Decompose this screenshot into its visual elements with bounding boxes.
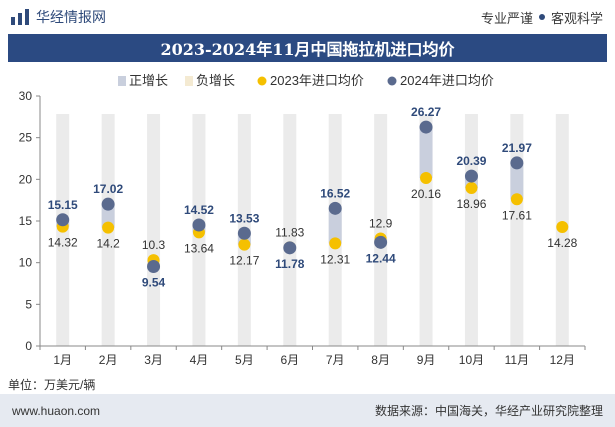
x-tick-label: 5月	[235, 353, 254, 367]
data-label-2023: 10.3	[142, 238, 166, 252]
legend-swatch-positive	[118, 76, 126, 86]
data-label-2023: 14.2	[96, 237, 120, 251]
data-label-2023: 17.61	[502, 208, 532, 222]
legend-marker-2024	[387, 76, 397, 86]
background-column	[147, 114, 161, 346]
data-label-2023: 12.17	[229, 254, 259, 268]
growth-bar-positive	[101, 204, 115, 228]
brand-name: 华经情报网	[36, 9, 106, 25]
legend-label-2024: 2024年进口均价	[400, 73, 494, 88]
data-label-2024: 20.39	[456, 154, 486, 168]
x-tick-label: 7月	[326, 353, 345, 367]
dot-icon	[538, 14, 545, 20]
y-tick-label: 5	[25, 297, 32, 311]
y-tick-label: 0	[25, 339, 32, 353]
point-2023	[465, 182, 478, 194]
data-label-2024: 16.52	[320, 186, 350, 200]
x-tick-label: 10月	[459, 353, 484, 367]
point-2024	[328, 201, 342, 215]
data-label-2024: 15.15	[48, 198, 78, 212]
footer-bar: www.huaon.com 数据来源：中国海关，华经产业研究院整理	[0, 394, 615, 427]
y-tick-label: 30	[19, 89, 33, 103]
y-tick-label: 25	[19, 131, 33, 145]
legend-label-negative: 负增长	[196, 73, 235, 88]
tagline-2: 客观科学	[550, 10, 603, 26]
point-2024	[374, 235, 388, 249]
x-tick-label: 12月	[550, 353, 575, 367]
chart-title-bar: 2023-2024年11月中国拖拉机进口均价	[8, 34, 607, 62]
legend-label-2023: 2023年进口均价	[270, 73, 364, 88]
unit-label: 单位：万美元/辆	[8, 378, 96, 392]
x-tick-label: 9月	[417, 353, 436, 367]
data-label-2023: 14.32	[48, 236, 78, 250]
point-2024	[419, 120, 433, 134]
data-label-2023: 18.96	[456, 197, 486, 211]
point-2024	[101, 197, 115, 211]
data-label-2024: 17.02	[93, 182, 123, 196]
data-label-2023: 14.28	[547, 236, 577, 250]
y-tick-label: 10	[19, 256, 33, 270]
growth-bar-positive	[419, 127, 433, 178]
y-tick-label: 15	[19, 214, 33, 228]
point-2024	[510, 156, 524, 170]
legend-label-positive: 正增长	[129, 73, 168, 88]
chart-title: 2023-2024年11月中国拖拉机进口均价	[160, 40, 455, 59]
background-column	[283, 114, 297, 346]
data-label-2023: 11.83	[275, 225, 304, 239]
data-label-2023: 12.9	[369, 217, 393, 231]
x-tick-label: 8月	[371, 353, 390, 367]
y-tick-label: 20	[19, 172, 33, 186]
data-label-2024: 26.27	[411, 105, 441, 119]
tagline-1: 专业严谨	[480, 10, 533, 26]
data-label-2024: 21.97	[502, 141, 532, 155]
point-2023	[238, 238, 251, 251]
data-label-2023: 12.31	[320, 252, 350, 266]
data-label-2023: 20.16	[411, 187, 441, 201]
point-2023	[420, 172, 433, 184]
tagline: 专业严谨 客观科学	[481, 8, 603, 27]
legend-swatch-negative	[185, 76, 193, 86]
x-tick-label: 11月	[505, 353, 529, 367]
brand: 华经情报网	[10, 7, 106, 27]
growth-bar-positive	[328, 208, 342, 244]
legend-marker-2023	[257, 76, 267, 86]
point-2023	[329, 237, 342, 250]
data-source: 数据来源：中国海关，华经产业研究院整理	[374, 404, 603, 418]
point-2023	[102, 221, 115, 234]
x-tick-label: 4月	[190, 353, 209, 367]
point-2024	[283, 241, 297, 255]
data-label-2024: 9.54	[142, 276, 166, 290]
growth-bar-positive	[510, 162, 524, 200]
data-label-2024: 11.78	[275, 257, 305, 271]
brand-logo-icon	[11, 9, 29, 25]
background-column	[464, 114, 478, 346]
background-column	[374, 114, 388, 346]
data-label-2024: 13.53	[229, 211, 259, 225]
data-label-2023: 13.64	[184, 241, 214, 255]
x-tick-label: 3月	[144, 353, 163, 367]
data-label-2024: 14.52	[184, 203, 214, 217]
point-2023	[556, 221, 569, 233]
x-tick-label: 2月	[99, 353, 118, 367]
point-2024	[464, 169, 478, 183]
point-2024	[56, 213, 70, 227]
point-2023	[510, 193, 523, 206]
chart: 正增长 负增长 2023年进口均价 2024年进口均价 0 5 10 15 20 25 30 1月 2月…	[19, 73, 586, 367]
top-bar: 华经情报网 专业严谨 客观科学	[0, 0, 615, 34]
point-2024	[192, 218, 206, 232]
x-tick-label: 1月	[53, 353, 72, 367]
site-url: www.huaon.com	[12, 403, 101, 418]
data-label-2024: 12.44	[366, 251, 396, 265]
point-2024	[237, 226, 251, 240]
point-2024	[147, 260, 161, 273]
x-tick-label: 6月	[280, 353, 299, 367]
